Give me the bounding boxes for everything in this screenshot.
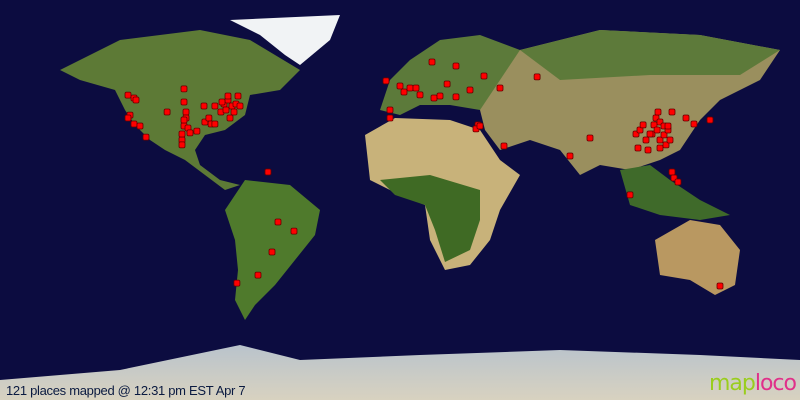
place-marker[interactable] xyxy=(586,134,594,142)
continents xyxy=(0,15,800,400)
place-marker[interactable] xyxy=(400,88,408,96)
place-marker[interactable] xyxy=(205,114,213,122)
place-marker[interactable] xyxy=(668,168,676,176)
place-marker[interactable] xyxy=(642,136,650,144)
place-marker[interactable] xyxy=(180,116,188,124)
place-marker[interactable] xyxy=(436,92,444,100)
place-marker[interactable] xyxy=(163,108,171,116)
place-marker[interactable] xyxy=(656,144,664,152)
place-marker[interactable] xyxy=(290,227,298,235)
place-marker[interactable] xyxy=(200,102,208,110)
southeast-asia xyxy=(620,165,730,220)
place-marker[interactable] xyxy=(668,108,676,116)
place-marker[interactable] xyxy=(653,126,661,134)
place-marker[interactable] xyxy=(182,108,190,116)
place-marker[interactable] xyxy=(180,98,188,106)
greenland xyxy=(230,15,340,65)
place-marker[interactable] xyxy=(660,131,668,139)
siberia xyxy=(520,30,780,80)
place-marker[interactable] xyxy=(218,98,226,106)
australia xyxy=(655,220,740,295)
place-marker[interactable] xyxy=(476,122,484,130)
place-marker[interactable] xyxy=(452,62,460,70)
place-marker[interactable] xyxy=(406,84,414,92)
place-marker[interactable] xyxy=(236,102,244,110)
place-marker[interactable] xyxy=(382,77,390,85)
place-marker[interactable] xyxy=(193,127,201,135)
place-marker[interactable] xyxy=(234,92,242,100)
place-marker[interactable] xyxy=(430,94,438,102)
place-marker[interactable] xyxy=(644,146,652,154)
place-marker[interactable] xyxy=(452,93,460,101)
place-marker[interactable] xyxy=(180,85,188,93)
place-marker[interactable] xyxy=(666,136,674,144)
place-marker[interactable] xyxy=(124,91,132,99)
antarctica xyxy=(0,345,800,400)
place-marker[interactable] xyxy=(264,168,272,176)
place-marker[interactable] xyxy=(130,120,138,128)
place-marker[interactable] xyxy=(443,80,451,88)
place-marker[interactable] xyxy=(566,152,574,160)
place-marker[interactable] xyxy=(634,144,642,152)
place-marker[interactable] xyxy=(386,106,394,114)
maploco-logo[interactable]: maploco xyxy=(708,371,797,396)
place-marker[interactable] xyxy=(639,121,647,129)
place-marker[interactable] xyxy=(178,130,186,138)
place-marker[interactable] xyxy=(480,72,488,80)
places-count-caption: 121 places mapped @ 12:31 pm EST Apr 7 xyxy=(6,383,246,398)
place-marker[interactable] xyxy=(178,141,186,149)
place-marker[interactable] xyxy=(412,84,420,92)
place-marker[interactable] xyxy=(186,129,194,137)
logo-loco: loco xyxy=(754,371,797,396)
place-marker[interactable] xyxy=(466,86,474,94)
place-marker[interactable] xyxy=(254,271,262,279)
place-marker[interactable] xyxy=(533,73,541,81)
place-marker[interactable] xyxy=(211,120,219,128)
place-marker[interactable] xyxy=(268,248,276,256)
place-marker[interactable] xyxy=(124,114,132,122)
place-marker[interactable] xyxy=(646,130,654,138)
place-marker[interactable] xyxy=(690,120,698,128)
place-marker[interactable] xyxy=(136,122,144,130)
place-marker[interactable] xyxy=(211,102,219,110)
place-marker[interactable] xyxy=(233,279,241,287)
place-marker[interactable] xyxy=(224,92,232,100)
central-africa xyxy=(380,175,480,262)
place-marker[interactable] xyxy=(662,141,670,149)
place-marker[interactable] xyxy=(500,142,508,150)
place-marker[interactable] xyxy=(274,218,282,226)
place-markers xyxy=(124,58,724,290)
place-marker[interactable] xyxy=(664,122,672,130)
place-marker[interactable] xyxy=(674,178,682,186)
place-marker[interactable] xyxy=(654,108,662,116)
place-marker[interactable] xyxy=(230,108,238,116)
logo-map: map xyxy=(708,371,756,396)
place-marker[interactable] xyxy=(226,114,234,122)
north-america xyxy=(60,30,300,190)
place-marker[interactable] xyxy=(396,82,404,90)
place-marker[interactable] xyxy=(132,96,140,104)
place-marker[interactable] xyxy=(428,58,436,66)
place-marker[interactable] xyxy=(222,106,230,114)
place-marker[interactable] xyxy=(142,133,150,141)
place-marker[interactable] xyxy=(706,116,714,124)
place-marker[interactable] xyxy=(496,84,504,92)
place-marker[interactable] xyxy=(386,114,394,122)
place-marker[interactable] xyxy=(656,136,664,144)
place-marker[interactable] xyxy=(626,191,634,199)
place-marker[interactable] xyxy=(416,91,424,99)
place-marker[interactable] xyxy=(682,114,690,122)
place-marker[interactable] xyxy=(716,282,724,290)
